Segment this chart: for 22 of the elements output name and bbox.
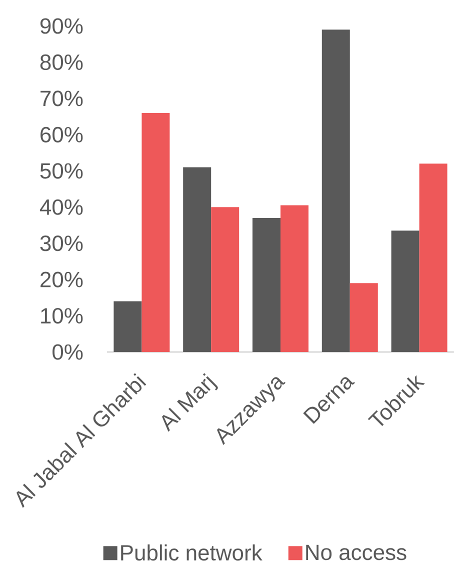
y-tick-label: 0%	[52, 344, 83, 360]
y-tick-label: 60%	[40, 126, 83, 142]
bar	[322, 30, 350, 352]
bar	[211, 207, 240, 352]
y-tick-label: 10%	[41, 308, 83, 324]
bar	[419, 164, 448, 352]
y-tick-label: 90%	[40, 18, 83, 34]
y-tick-label: 50%	[40, 163, 83, 179]
bar	[252, 218, 280, 352]
y-tick-label: 80%	[40, 54, 83, 70]
legend-label: No access	[306, 544, 406, 560]
y-tick-label: 20%	[40, 272, 83, 288]
bar	[142, 112, 170, 352]
bar	[391, 230, 420, 352]
bar	[280, 205, 308, 352]
bar	[183, 167, 212, 352]
bar	[114, 301, 142, 352]
y-tick-label: 70%	[40, 90, 83, 106]
y-tick-label: 40%	[40, 199, 83, 215]
y-tick-label: 30%	[40, 236, 83, 252]
bar	[350, 283, 378, 352]
legend-label: Public network	[121, 544, 262, 561]
